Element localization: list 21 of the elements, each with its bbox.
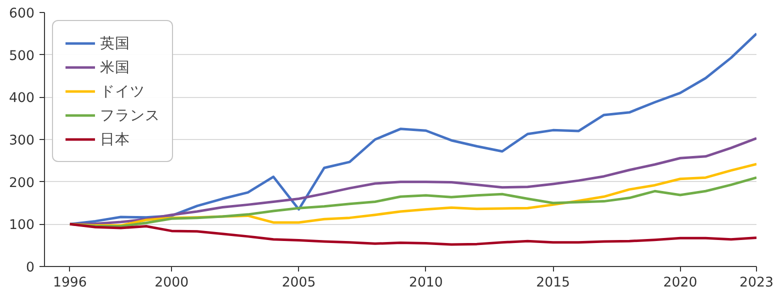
x-tick-label: 2005 xyxy=(282,276,316,290)
x-tick-label: 2000 xyxy=(154,276,189,290)
legend-label: 米国 xyxy=(100,58,130,76)
x-tick-label: 2010 xyxy=(408,276,443,290)
x-tick-label: 2020 xyxy=(663,276,698,290)
y-tick-label: 200 xyxy=(9,176,35,191)
line-series xyxy=(68,32,756,226)
legend-label: 日本 xyxy=(100,130,130,148)
legend-label: フランス xyxy=(100,106,160,124)
y-tick-label: 100 xyxy=(9,218,35,234)
y-tick-label: 600 xyxy=(9,6,35,22)
x-tick-label: 2015 xyxy=(536,276,570,290)
legend-label: ドイツ xyxy=(100,82,145,100)
legend-label: 英国 xyxy=(100,34,130,52)
y-tick-label: 0 xyxy=(26,260,35,276)
line-series xyxy=(68,222,756,246)
y-tick-label: 400 xyxy=(9,91,35,106)
x-tick-label: 1996 xyxy=(52,276,87,290)
y-tick-label: 300 xyxy=(9,134,35,148)
x-tick-label: 2023 xyxy=(740,276,774,290)
y-tick-label: 500 xyxy=(9,48,35,64)
